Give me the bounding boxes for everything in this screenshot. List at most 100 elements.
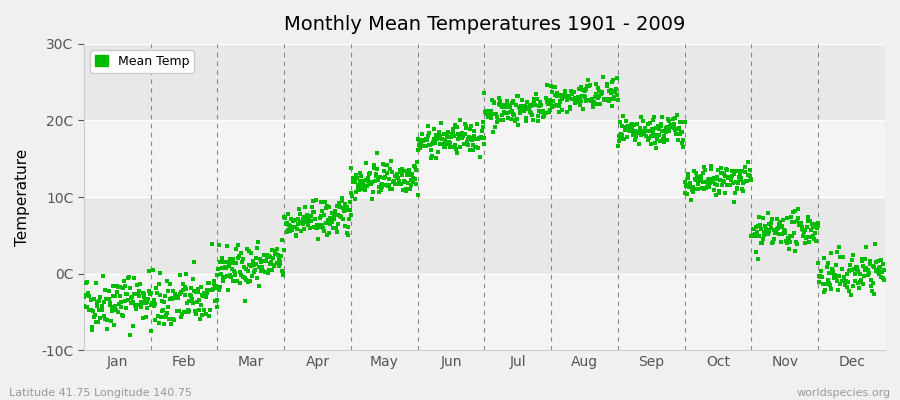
Point <box>391 175 405 182</box>
Point <box>524 110 538 117</box>
Point <box>654 123 669 129</box>
Point <box>132 293 147 300</box>
Point <box>686 189 700 196</box>
Point <box>578 94 592 100</box>
Point <box>161 288 176 294</box>
Point <box>170 307 184 314</box>
Point <box>80 304 94 310</box>
Point <box>548 84 562 90</box>
Point <box>225 260 239 266</box>
Point <box>466 146 481 153</box>
Point <box>237 264 251 270</box>
Point <box>605 103 619 109</box>
Point <box>795 226 809 232</box>
Point <box>529 91 544 97</box>
Point <box>488 124 502 131</box>
Point <box>199 310 213 317</box>
Point <box>696 179 710 185</box>
Point <box>706 179 720 185</box>
Point <box>704 163 718 169</box>
Point <box>785 219 799 225</box>
Point <box>739 178 753 184</box>
Point <box>494 116 508 123</box>
Point <box>619 118 634 124</box>
Point <box>388 181 402 187</box>
Point <box>247 269 261 275</box>
Point <box>387 178 401 185</box>
Point <box>139 314 153 320</box>
Point <box>729 179 743 186</box>
Point <box>428 132 443 138</box>
Point <box>584 97 598 103</box>
Point <box>832 244 847 250</box>
Point <box>266 266 280 273</box>
Point <box>365 196 380 202</box>
Point <box>570 98 584 105</box>
Point <box>218 263 232 270</box>
Point <box>526 117 540 124</box>
Point <box>374 182 388 188</box>
Point <box>105 304 120 310</box>
Point <box>200 287 214 293</box>
Point <box>558 90 572 96</box>
Point <box>241 268 256 274</box>
Point <box>735 168 750 174</box>
Point <box>305 204 320 210</box>
Point <box>498 110 512 116</box>
Point <box>590 100 604 107</box>
Point <box>565 96 580 102</box>
Point <box>113 303 128 310</box>
Point <box>698 185 712 192</box>
Point <box>840 270 854 277</box>
Point <box>86 308 100 314</box>
Point <box>236 274 250 280</box>
Point <box>87 312 102 319</box>
Point <box>800 214 814 220</box>
Point <box>183 292 197 298</box>
Point <box>484 108 499 114</box>
Point <box>327 214 341 220</box>
Point <box>586 100 600 107</box>
Point <box>727 168 742 174</box>
Point <box>380 170 394 176</box>
Point <box>435 136 449 142</box>
Point <box>196 290 211 296</box>
Point <box>259 252 274 258</box>
Point <box>650 132 664 138</box>
Point <box>364 178 379 185</box>
Point <box>870 268 885 275</box>
Point <box>456 133 471 140</box>
Point <box>143 302 157 308</box>
Point <box>641 137 655 143</box>
Point <box>528 96 543 102</box>
Point <box>465 142 480 148</box>
Point <box>306 198 320 204</box>
Point <box>635 128 650 134</box>
Bar <box>84 197 885 274</box>
Point <box>100 325 114 332</box>
Point <box>197 307 211 314</box>
Point <box>658 125 672 132</box>
Point <box>244 262 258 269</box>
Point <box>450 124 464 131</box>
Point <box>125 294 140 301</box>
Point <box>400 186 414 192</box>
Point <box>770 225 785 232</box>
Point <box>688 176 702 183</box>
Point <box>572 85 586 92</box>
Point <box>712 190 726 196</box>
Point <box>877 276 891 283</box>
Point <box>837 274 851 280</box>
Point <box>643 120 657 126</box>
Point <box>698 178 713 185</box>
Point <box>670 126 685 132</box>
Point <box>408 164 422 170</box>
Point <box>709 176 724 182</box>
Point <box>400 170 415 176</box>
Point <box>755 236 770 242</box>
Point <box>646 133 661 139</box>
Point <box>590 85 605 92</box>
Point <box>536 114 550 120</box>
Point <box>440 134 454 141</box>
Point <box>322 221 337 227</box>
